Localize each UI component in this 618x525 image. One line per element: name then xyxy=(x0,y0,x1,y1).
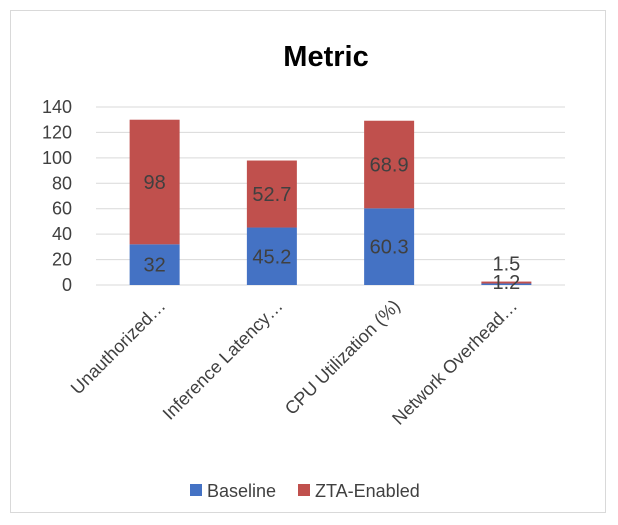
bar-segment-baseline xyxy=(481,283,532,285)
bar-segment-baseline xyxy=(246,227,297,285)
y-tick-label: 40 xyxy=(52,224,72,244)
y-tick-label: 140 xyxy=(42,97,72,117)
data-label: 1.2 xyxy=(492,272,520,294)
bar-segment-zta-enabled xyxy=(129,119,180,245)
y-axis-ticks: 0 20 40 60 80 100 120 140 xyxy=(42,97,72,295)
data-label: 68.9 xyxy=(370,155,409,177)
y-tick-label: 80 xyxy=(52,173,72,193)
data-labels: 32 98 45.2 52.7 60.3 68.9 1.21.5 xyxy=(144,155,521,294)
x-axis-ticks: Unauthorized…Inference Latency…CPU Utili… xyxy=(67,296,521,429)
data-label: 52.7 xyxy=(252,184,291,206)
legend-label-baseline: Baseline xyxy=(207,481,276,501)
data-label: 32 xyxy=(144,255,166,277)
bar-segment-baseline xyxy=(129,244,180,285)
bars xyxy=(129,119,532,285)
data-label: 98 xyxy=(144,172,166,194)
bar-segment-zta-enabled xyxy=(364,120,415,209)
legend: Baseline ZTA-Enabled xyxy=(190,481,420,501)
bar-segment-baseline xyxy=(364,208,415,285)
legend-label-zta-enabled: ZTA-Enabled xyxy=(315,481,420,501)
data-label: 60.3 xyxy=(370,237,409,259)
y-tick-label: 60 xyxy=(52,199,72,219)
y-tick-label: 120 xyxy=(42,122,72,142)
chart-frame xyxy=(10,10,606,513)
x-tick-label: Unauthorized… xyxy=(67,296,170,399)
bar-segment-zta-enabled xyxy=(246,160,297,228)
y-tick-label: 100 xyxy=(42,148,72,168)
legend-swatch-zta-enabled xyxy=(298,484,310,496)
x-tick-label: Network Overhead… xyxy=(388,296,521,429)
x-tick-label: CPU Utilization (%) xyxy=(281,296,404,419)
y-tick-label: 0 xyxy=(62,275,72,295)
data-label: 1.5 xyxy=(492,254,520,276)
bar-segment-zta-enabled xyxy=(481,281,532,284)
chart-title: Metric xyxy=(283,41,368,73)
data-label: 45.2 xyxy=(252,246,291,268)
legend-swatch-baseline xyxy=(190,484,202,496)
x-tick-label: Inference Latency… xyxy=(159,296,287,424)
y-tick-label: 20 xyxy=(52,250,72,270)
